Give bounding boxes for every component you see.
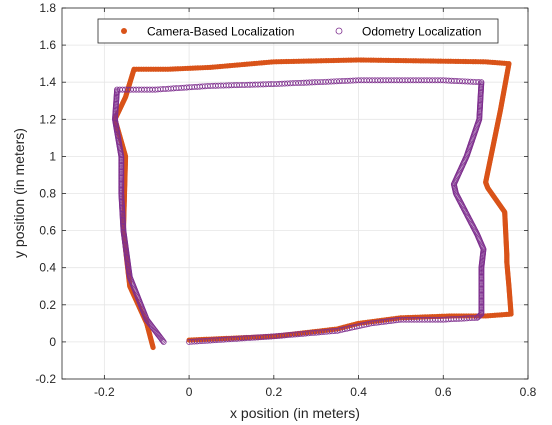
odometry-point [159, 337, 166, 344]
legend: Camera-Based Localization Odometry Local… [97, 18, 499, 44]
axis-ticks: -0.2 0 0.2 0.4 0.6 0.8 -0.2 0 0.2 0.4 0.6 0.8 1 1.2 1.… [35, 1, 536, 399]
y-tick-label: -0.2 [35, 372, 56, 386]
y-tick-label: 0.2 [39, 298, 56, 312]
x-tick-label: 0.2 [265, 385, 282, 399]
legend-label-camera: Camera-Based Localization [147, 25, 294, 39]
odometry-point [160, 338, 167, 345]
x-tick-label: 0 [186, 385, 193, 399]
x-axis-label: x position (in meters) [230, 405, 360, 421]
y-tick-label: 0.6 [39, 224, 56, 238]
plot-area-frame [61, 7, 529, 380]
y-tick-label: 0.8 [39, 187, 56, 201]
legend-label-odometry: Odometry Localization [362, 25, 481, 39]
y-axis-label: y position (in meters) [11, 128, 27, 258]
legend-marker-camera [121, 28, 127, 34]
y-tick-label: 1.4 [39, 75, 56, 89]
x-tick-label: 0.6 [435, 385, 452, 399]
x-tick-label: 0.4 [350, 385, 367, 399]
series-1 [112, 77, 487, 345]
y-tick-label: 0.4 [39, 261, 56, 275]
x-tick-label: 0.8 [520, 385, 537, 399]
y-tick-label: 1 [49, 149, 56, 163]
data-series [112, 57, 514, 351]
legend-marker-odometry [335, 27, 343, 35]
x-tick-label: -0.2 [94, 385, 115, 399]
y-tick-label: 0 [49, 335, 56, 349]
legend-box [97, 18, 499, 44]
y-tick-label: 1.6 [39, 38, 56, 52]
y-tick-label: 1.8 [39, 1, 56, 15]
y-tick-label: 1.2 [39, 112, 56, 126]
camera-point [150, 344, 156, 351]
